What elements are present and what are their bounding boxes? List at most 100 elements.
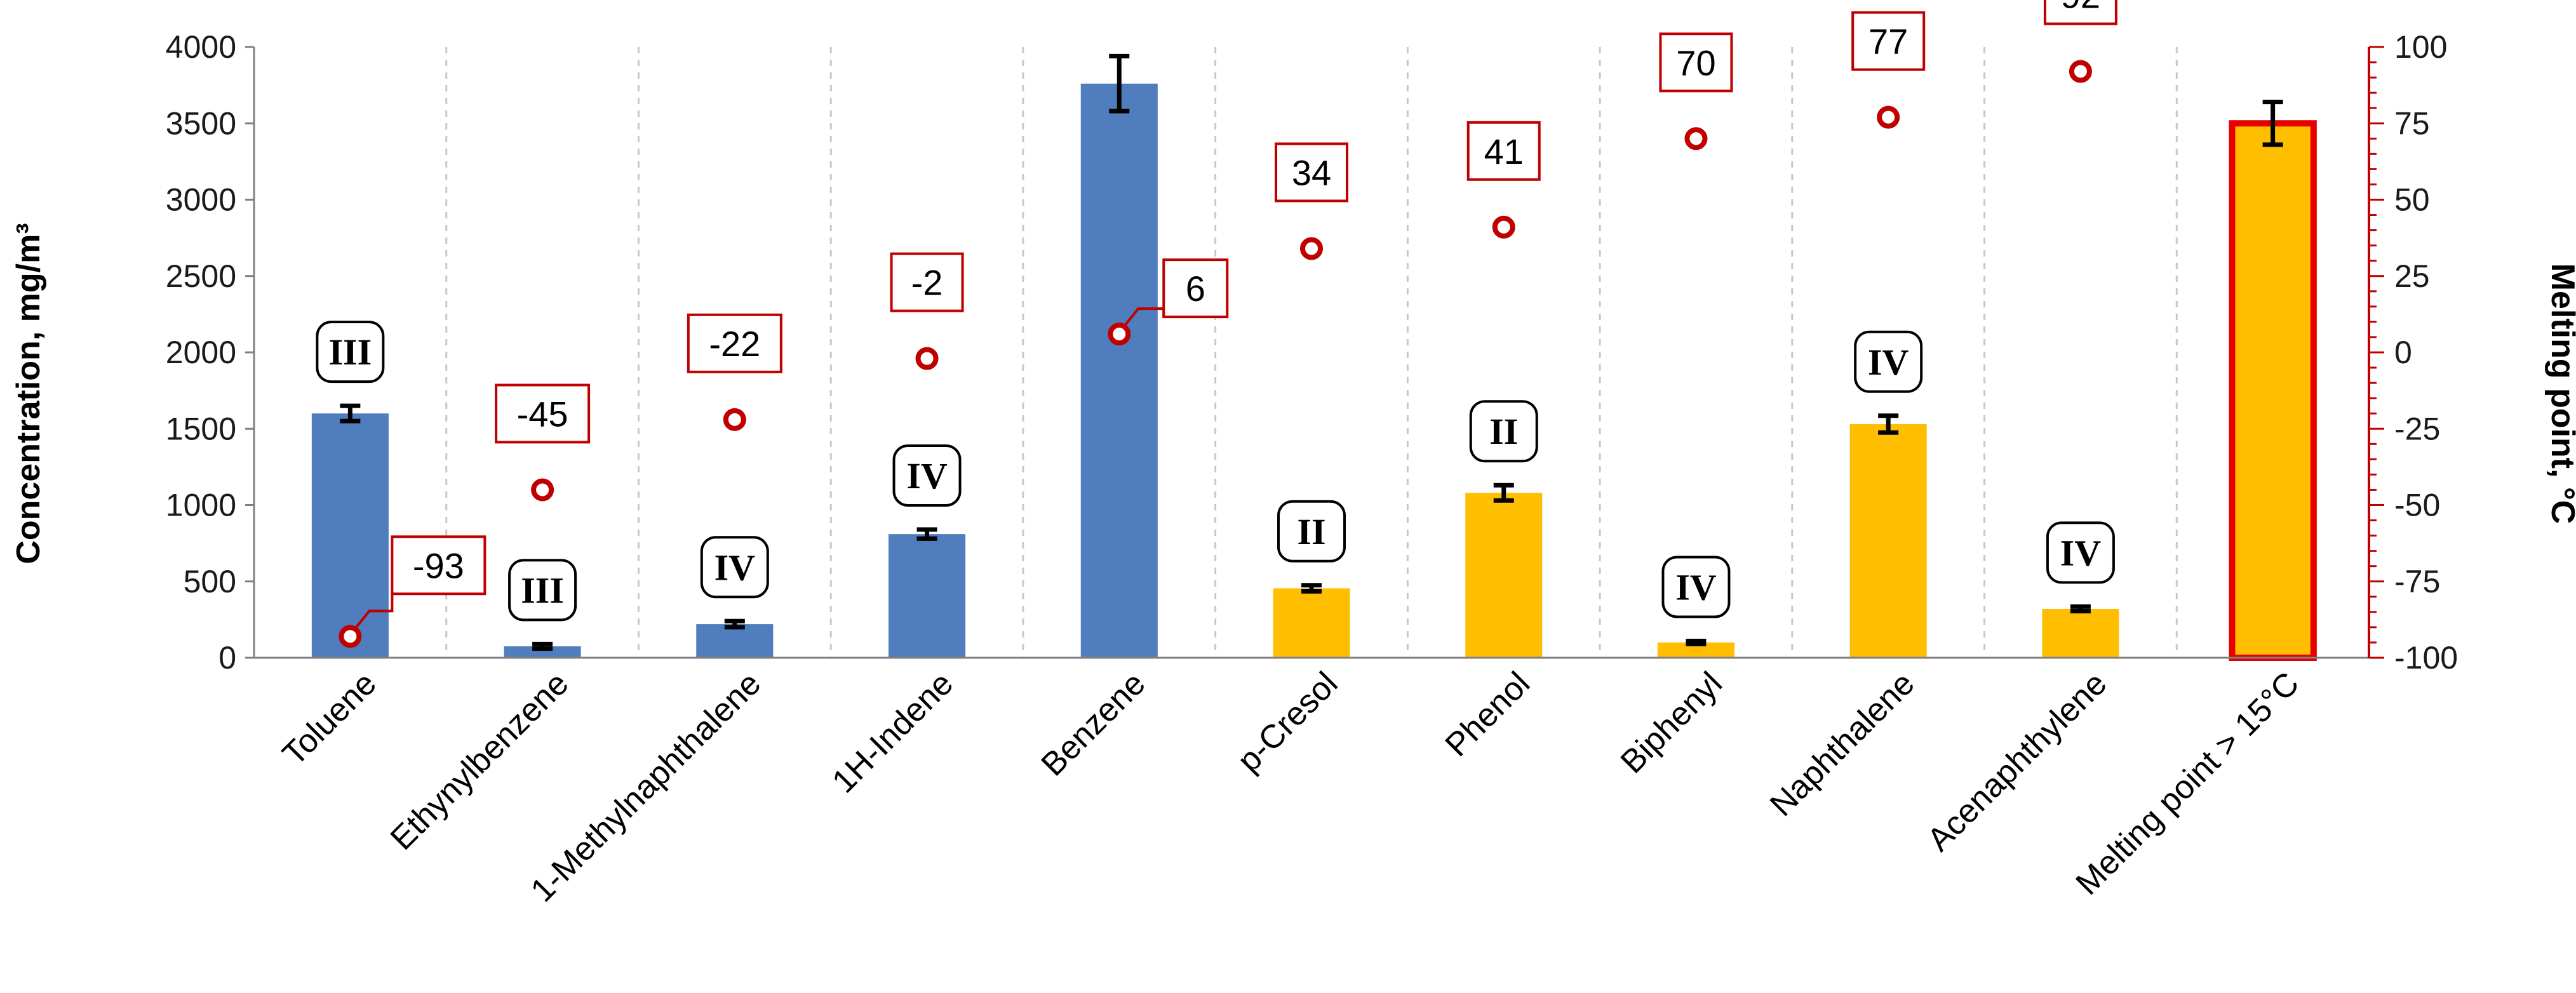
melting-point-1: -93 bbox=[339, 535, 486, 648]
y-right-tick-label: 25 bbox=[2394, 258, 2430, 294]
category-label-8: Biphenyl bbox=[1614, 665, 1729, 780]
class-label-box bbox=[1469, 400, 1538, 463]
melting-point-marker bbox=[915, 347, 939, 370]
class-label-box bbox=[700, 536, 769, 599]
category-label-11: Melting point > 15°C bbox=[2069, 665, 2307, 902]
y-right-tick-label: 75 bbox=[2394, 105, 2430, 141]
y-right-tick-label: -100 bbox=[2394, 640, 2458, 676]
y-left-tick-label: 2500 bbox=[166, 258, 236, 294]
bar-5 bbox=[1080, 83, 1158, 658]
melting-point-marker bbox=[1300, 237, 1323, 260]
class-label-text: IV bbox=[2060, 532, 2102, 573]
melting-point-marker bbox=[2069, 60, 2092, 83]
melting-point-9: 77 bbox=[1851, 11, 1926, 129]
melting-point-marker bbox=[723, 408, 746, 431]
class-label-10: IV bbox=[2046, 521, 2115, 584]
y-left-tick-label: 500 bbox=[184, 564, 236, 599]
class-label-box bbox=[508, 559, 577, 622]
class-label-box bbox=[1277, 500, 1346, 563]
y-right-tick-label: -25 bbox=[2394, 411, 2440, 446]
class-label-box bbox=[892, 444, 962, 507]
bar-10 bbox=[2042, 609, 2119, 658]
class-label-1: III bbox=[316, 321, 385, 383]
class-label-text: IV bbox=[1868, 342, 1909, 383]
melting-point-box bbox=[1851, 11, 1926, 71]
category-label-1: Toluene bbox=[276, 665, 384, 773]
class-label-8: IV bbox=[1661, 556, 1731, 618]
class-labels: III III IV IV II II IV IV IV bbox=[316, 321, 2115, 622]
melting-point-marker bbox=[339, 625, 362, 648]
category-label-9: Naphthalene bbox=[1763, 665, 1922, 823]
melting-point-box bbox=[1162, 258, 1229, 319]
category-label-6: p-Cresol bbox=[1231, 665, 1345, 779]
y-left-tick-label: 2000 bbox=[166, 335, 236, 370]
category-label-2: Ethynylbenzene bbox=[384, 665, 576, 857]
melting-point-box bbox=[890, 252, 964, 312]
class-label-text: IV bbox=[1675, 567, 1717, 608]
class-label-text: IV bbox=[714, 547, 756, 588]
melting-point-leader bbox=[352, 594, 394, 631]
melting-point-8: 70 bbox=[1659, 32, 1733, 150]
melting-point-7: 41 bbox=[1466, 121, 1541, 239]
category-label-10: Acenaphthylene bbox=[1921, 665, 2114, 858]
melting-point-label: -93 bbox=[413, 545, 464, 585]
axes: 05001000150020002500300035004000-100-75-… bbox=[166, 29, 2458, 676]
melting-point-box bbox=[1275, 142, 1348, 203]
melting-point-box bbox=[687, 313, 782, 373]
melting-point-marker bbox=[1492, 215, 1515, 239]
y-left-tick-label: 3500 bbox=[166, 105, 236, 141]
melting-point-label: 41 bbox=[1484, 131, 1524, 171]
class-label-box bbox=[316, 321, 385, 383]
melting-point-label: 34 bbox=[1292, 152, 1331, 192]
class-label-text: III bbox=[329, 331, 372, 373]
class-label-3: IV bbox=[700, 536, 769, 599]
class-label-text: III bbox=[521, 570, 564, 611]
y-axis-right-title: Melting point, °C bbox=[2544, 263, 2576, 524]
y-left-tick-label: 1500 bbox=[166, 411, 236, 446]
bar-4 bbox=[889, 534, 966, 658]
category-label-5: Benzene bbox=[1035, 665, 1153, 783]
category-labels: Toluene Ethynylbenzene1-Methylnaphthalene… bbox=[276, 665, 2306, 909]
melting-point-10: 92 bbox=[2043, 0, 2117, 83]
melting-point-marker bbox=[1108, 323, 1131, 346]
melting-point-label: 70 bbox=[1676, 43, 1715, 83]
class-label-box bbox=[2046, 521, 2115, 584]
y-right-tick-label: 100 bbox=[2394, 29, 2447, 65]
melting-point-label: 92 bbox=[2061, 0, 2100, 15]
melting-point-box bbox=[2043, 0, 2117, 25]
class-label-2: III bbox=[508, 559, 577, 622]
melting-point-2: -45 bbox=[495, 383, 591, 502]
melting-point-3: -22 bbox=[687, 313, 782, 431]
melting-point-marker bbox=[531, 478, 554, 502]
category-label-4: 1H-Indene bbox=[825, 665, 960, 800]
melting-point-box bbox=[1466, 121, 1541, 181]
y-right-tick-label: 0 bbox=[2394, 335, 2412, 370]
melting-point-label: 6 bbox=[1186, 269, 1205, 309]
melting-point-5: 6 bbox=[1108, 258, 1229, 346]
category-label-7: Phenol bbox=[1439, 665, 1538, 764]
bar-7 bbox=[1465, 493, 1543, 658]
melting-point-box bbox=[1659, 32, 1733, 93]
melting-point-box bbox=[495, 383, 591, 444]
melting-point-label: 77 bbox=[1868, 22, 1908, 62]
bar-11 bbox=[2229, 120, 2317, 661]
class-label-text: II bbox=[1297, 511, 1325, 552]
melting-point-4: -2 bbox=[890, 252, 964, 370]
melting-point-6: 34 bbox=[1275, 142, 1348, 260]
melting-point-box bbox=[391, 535, 486, 596]
melting-points: -93 -45 -22 -2 6 34 41 70 77 92 bbox=[339, 0, 2117, 648]
bar-3 bbox=[696, 624, 774, 658]
y-left-tick-label: 1000 bbox=[166, 488, 236, 523]
y-left-tick-label: 0 bbox=[218, 640, 236, 676]
melting-point-label: -45 bbox=[517, 394, 568, 434]
class-label-6: II bbox=[1277, 500, 1346, 563]
y-left-tick-label: 4000 bbox=[166, 29, 236, 65]
class-label-4: IV bbox=[892, 444, 962, 507]
melting-point-label: -22 bbox=[709, 324, 760, 364]
class-label-9: IV bbox=[1854, 330, 1923, 393]
y-right-tick-label: 50 bbox=[2394, 182, 2430, 218]
class-label-box bbox=[1661, 556, 1731, 618]
melting-point-label: -2 bbox=[911, 263, 943, 303]
bars bbox=[311, 83, 2317, 661]
